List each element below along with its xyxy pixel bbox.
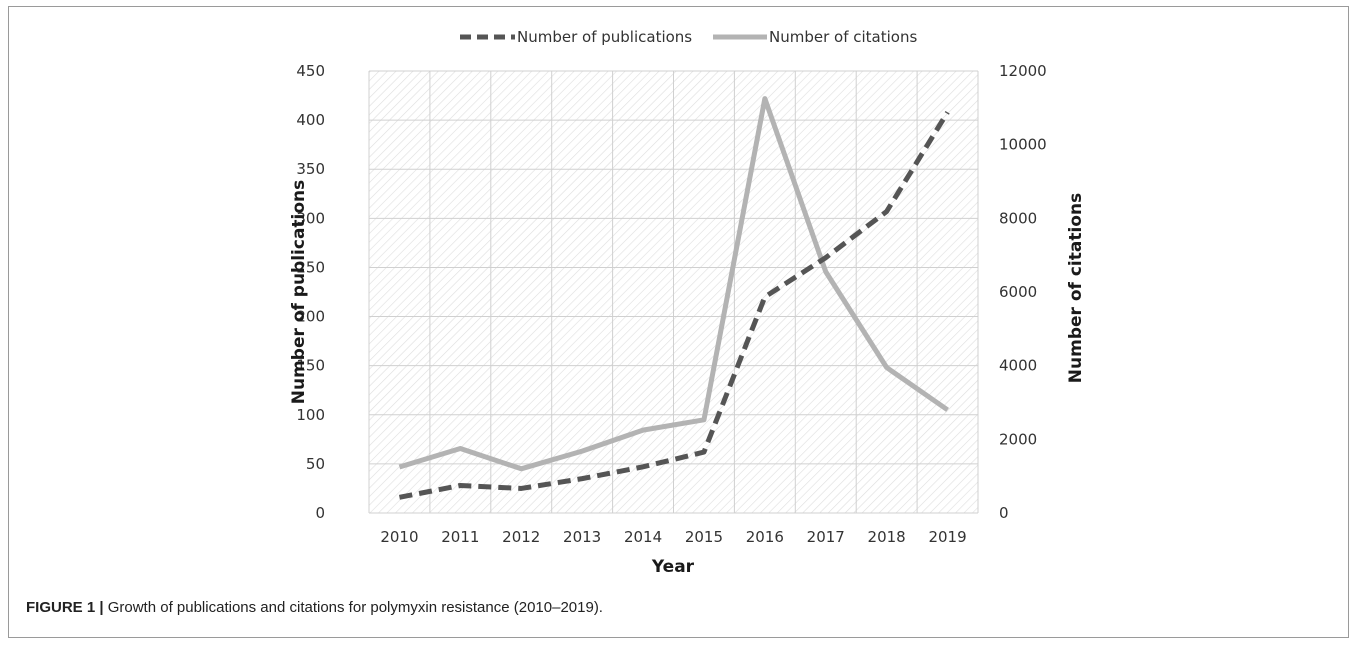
y-axis-right-ticks: 0 2000 4000 6000 8000 10000 12000 — [999, 62, 1047, 522]
y2-tick-label: 4000 — [999, 357, 1037, 375]
y-axis-left-title: Number of publications — [289, 180, 309, 405]
series-line-publications — [398, 110, 950, 500]
series-layer — [398, 96, 950, 500]
legend: Number of publications Number of citatio… — [460, 28, 917, 46]
y-tick-label: 50 — [306, 455, 325, 473]
y2-tick-label: 10000 — [999, 136, 1047, 154]
y-tick-label: 400 — [296, 111, 325, 129]
y-tick-label: 350 — [296, 160, 325, 178]
figure-caption: FIGURE 1 | Growth of publications and ci… — [26, 599, 603, 616]
figure-frame — [8, 6, 1349, 638]
x-tick-label: 2019 — [928, 528, 966, 546]
y2-tick-label: 8000 — [999, 209, 1037, 227]
x-axis-ticks: 2010 2011 2012 2013 2014 2015 2016 2017 2018 2019 — [380, 528, 966, 546]
y-axis-right-title: Number of citations — [1066, 193, 1086, 383]
y-tick-label: 250 — [296, 258, 325, 276]
x-tick-label: 2013 — [563, 528, 601, 546]
x-tick-label: 2011 — [441, 528, 479, 546]
caption-label: FIGURE 1 | — [26, 599, 104, 616]
y-tick-label: 200 — [296, 308, 325, 326]
y2-tick-label: 2000 — [999, 430, 1037, 448]
x-axis-title: Year — [651, 557, 695, 577]
x-tick-label: 2015 — [685, 528, 723, 546]
y2-tick-label: 0 — [999, 504, 1009, 522]
x-tick-label: 2014 — [624, 528, 662, 546]
line-chart: 0 50 100 150 200 250 300 350 400 450 0 2000 4000 600… — [289, 28, 1086, 577]
y-axis-left-ticks: 0 50 100 150 200 250 300 350 400 450 — [296, 62, 325, 522]
y-tick-label: 150 — [296, 357, 325, 375]
y-tick-label: 450 — [296, 62, 325, 80]
y-tick-label: 300 — [296, 209, 325, 227]
legend-label-citations: Number of citations — [769, 28, 917, 46]
x-tick-label: 2016 — [746, 528, 784, 546]
series-line-citations — [398, 96, 949, 472]
caption-text: Growth of publications and citations for… — [103, 599, 603, 616]
x-tick-label: 2017 — [807, 528, 845, 546]
y2-tick-label: 12000 — [999, 62, 1047, 80]
y-tick-label: 0 — [315, 504, 325, 522]
x-tick-label: 2012 — [502, 528, 540, 546]
x-tick-label: 2018 — [868, 528, 906, 546]
legend-label-publications: Number of publications — [517, 28, 692, 46]
x-tick-label: 2010 — [380, 528, 418, 546]
y2-tick-label: 6000 — [999, 283, 1037, 301]
y-tick-label: 100 — [296, 406, 325, 424]
